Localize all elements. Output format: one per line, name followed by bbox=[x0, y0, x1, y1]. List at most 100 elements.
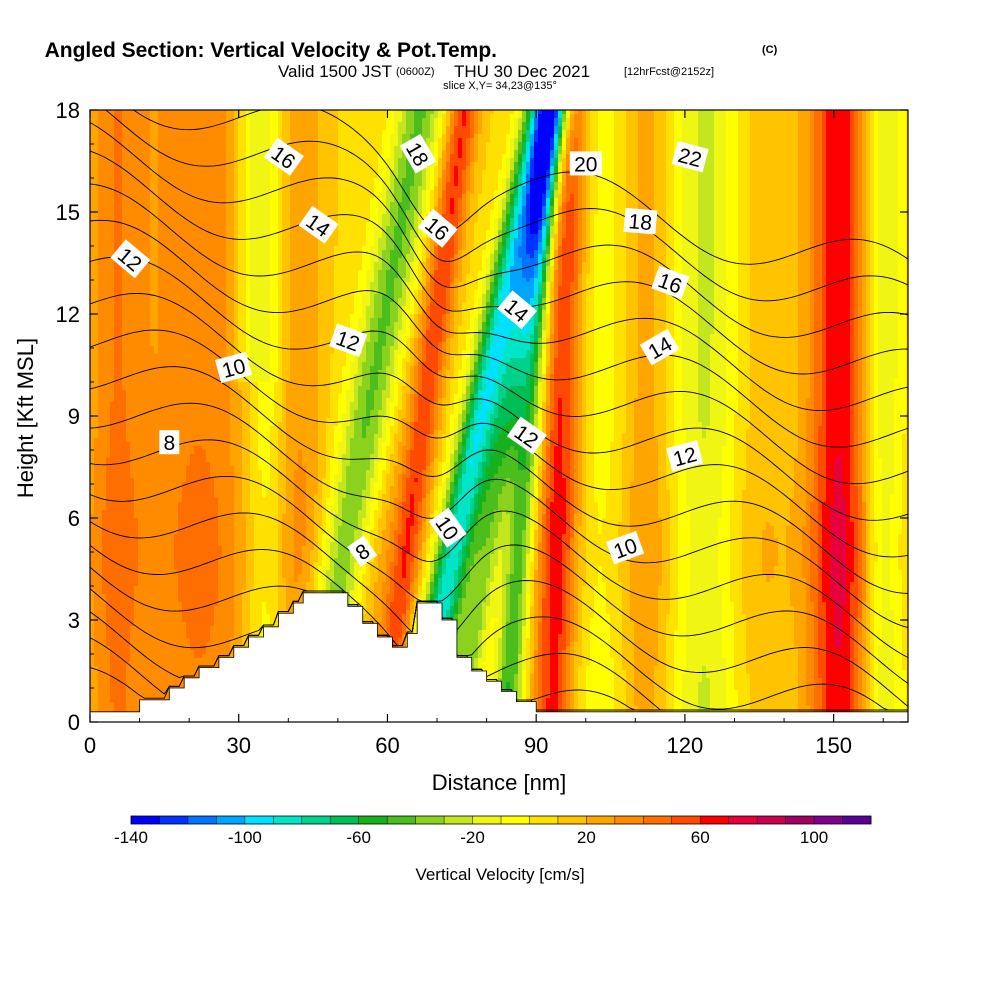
heatmap-cell bbox=[190, 110, 195, 115]
heatmap-cell bbox=[790, 114, 795, 119]
heatmap-cell bbox=[162, 118, 167, 123]
heatmap-cell bbox=[590, 126, 595, 131]
heatmap-cell bbox=[362, 118, 367, 123]
heatmap-cell bbox=[114, 130, 119, 135]
heatmap-cell bbox=[786, 122, 791, 127]
heatmap-cell bbox=[282, 114, 287, 119]
heatmap-cell bbox=[362, 126, 367, 131]
heatmap-cell bbox=[878, 122, 883, 127]
heatmap-cell bbox=[602, 122, 607, 127]
heatmap-cell bbox=[806, 126, 811, 131]
heatmap-cell bbox=[722, 114, 727, 119]
heatmap-cell bbox=[350, 118, 355, 123]
heatmap-cell bbox=[482, 126, 487, 131]
heatmap-cell bbox=[370, 122, 375, 127]
heatmap-cell bbox=[478, 126, 483, 131]
heatmap-cell bbox=[410, 110, 415, 115]
heatmap-cell bbox=[786, 110, 791, 115]
heatmap-cell bbox=[194, 122, 199, 127]
heatmap-cell bbox=[542, 126, 547, 131]
heatmap-cell bbox=[754, 126, 759, 131]
heatmap-cell bbox=[270, 126, 275, 131]
heatmap-cell bbox=[506, 122, 511, 127]
heatmap-cell bbox=[322, 114, 327, 119]
heatmap-cell bbox=[354, 110, 359, 115]
heatmap-cell bbox=[894, 110, 899, 115]
heatmap-cell bbox=[870, 118, 875, 123]
heatmap-cell bbox=[794, 126, 799, 131]
heatmap-cell bbox=[510, 114, 515, 119]
heatmap-cell bbox=[234, 122, 239, 127]
heatmap-cell bbox=[190, 118, 195, 123]
heatmap-cell bbox=[498, 114, 503, 119]
heatmap-cell bbox=[870, 126, 875, 131]
heatmap-cell bbox=[314, 110, 319, 115]
heatmap-cell bbox=[562, 126, 567, 131]
heatmap-cell bbox=[138, 126, 143, 131]
heatmap-cell bbox=[694, 118, 699, 123]
heatmap-cell bbox=[150, 114, 155, 119]
heatmap-cell bbox=[678, 118, 683, 123]
heatmap-cell bbox=[866, 114, 871, 119]
heatmap-cell bbox=[562, 110, 567, 115]
heatmap-cell bbox=[598, 110, 603, 115]
heatmap-cell bbox=[714, 122, 719, 127]
heatmap-cell bbox=[558, 122, 563, 127]
heatmap-cell bbox=[558, 126, 563, 131]
chart-title-suffix: (C) bbox=[762, 44, 778, 56]
heatmap-cell bbox=[222, 118, 227, 123]
heatmap-cell bbox=[470, 114, 475, 119]
heatmap-cell bbox=[546, 114, 551, 119]
heatmap-cell bbox=[366, 126, 371, 131]
heatmap-cell bbox=[322, 118, 327, 123]
heatmap-cell bbox=[98, 110, 103, 115]
heatmap-cell bbox=[102, 110, 107, 115]
heatmap-cell bbox=[102, 126, 107, 131]
heatmap-cell bbox=[422, 110, 427, 115]
heatmap-cell bbox=[422, 118, 427, 123]
heatmap-cell bbox=[406, 114, 411, 119]
heatmap-cell bbox=[466, 118, 471, 123]
heatmap-cell bbox=[782, 110, 787, 115]
heatmap-cell bbox=[118, 130, 123, 135]
heatmap-cell bbox=[570, 126, 575, 131]
heatmap-cell bbox=[186, 114, 191, 119]
heatmap-cell bbox=[542, 122, 547, 127]
heatmap-cell bbox=[354, 122, 359, 127]
figure: Angled Section: Vertical Velocity & Pot.… bbox=[0, 0, 1000, 1000]
heatmap-cell bbox=[298, 110, 303, 115]
heatmap-cell bbox=[182, 122, 187, 127]
heatmap-cell bbox=[562, 114, 567, 119]
heatmap-cell bbox=[726, 114, 731, 119]
heatmap-cell bbox=[886, 126, 891, 131]
heatmap-cell bbox=[278, 122, 283, 127]
heatmap-cell bbox=[822, 122, 827, 127]
heatmap-cell bbox=[842, 122, 847, 127]
heatmap-cell bbox=[398, 122, 403, 127]
heatmap-cell bbox=[154, 126, 159, 131]
heatmap-cell bbox=[902, 114, 907, 119]
heatmap-cell bbox=[254, 122, 259, 127]
heatmap-cell bbox=[214, 118, 219, 123]
heatmap-cell bbox=[758, 126, 763, 131]
heatmap-cell bbox=[230, 110, 235, 115]
heatmap-cell bbox=[166, 118, 171, 123]
heatmap-cell bbox=[290, 110, 295, 115]
heatmap-cell bbox=[634, 110, 639, 115]
heatmap-cell bbox=[742, 110, 747, 115]
heatmap-cell bbox=[406, 110, 411, 115]
heatmap-cell bbox=[574, 114, 579, 119]
heatmap-cell bbox=[538, 122, 543, 127]
heatmap-cell bbox=[658, 122, 663, 127]
heatmap-cell bbox=[702, 110, 707, 115]
heatmap-cell bbox=[254, 114, 259, 119]
heatmap-cell bbox=[754, 122, 759, 127]
heatmap-cell bbox=[658, 110, 663, 115]
heatmap-cell bbox=[746, 126, 751, 131]
heatmap-cell bbox=[578, 126, 583, 131]
heatmap-cell bbox=[766, 122, 771, 127]
heatmap-cell bbox=[230, 126, 235, 131]
heatmap-cell bbox=[354, 114, 359, 119]
heatmap-cell bbox=[570, 118, 575, 123]
heatmap-cell bbox=[126, 110, 131, 115]
